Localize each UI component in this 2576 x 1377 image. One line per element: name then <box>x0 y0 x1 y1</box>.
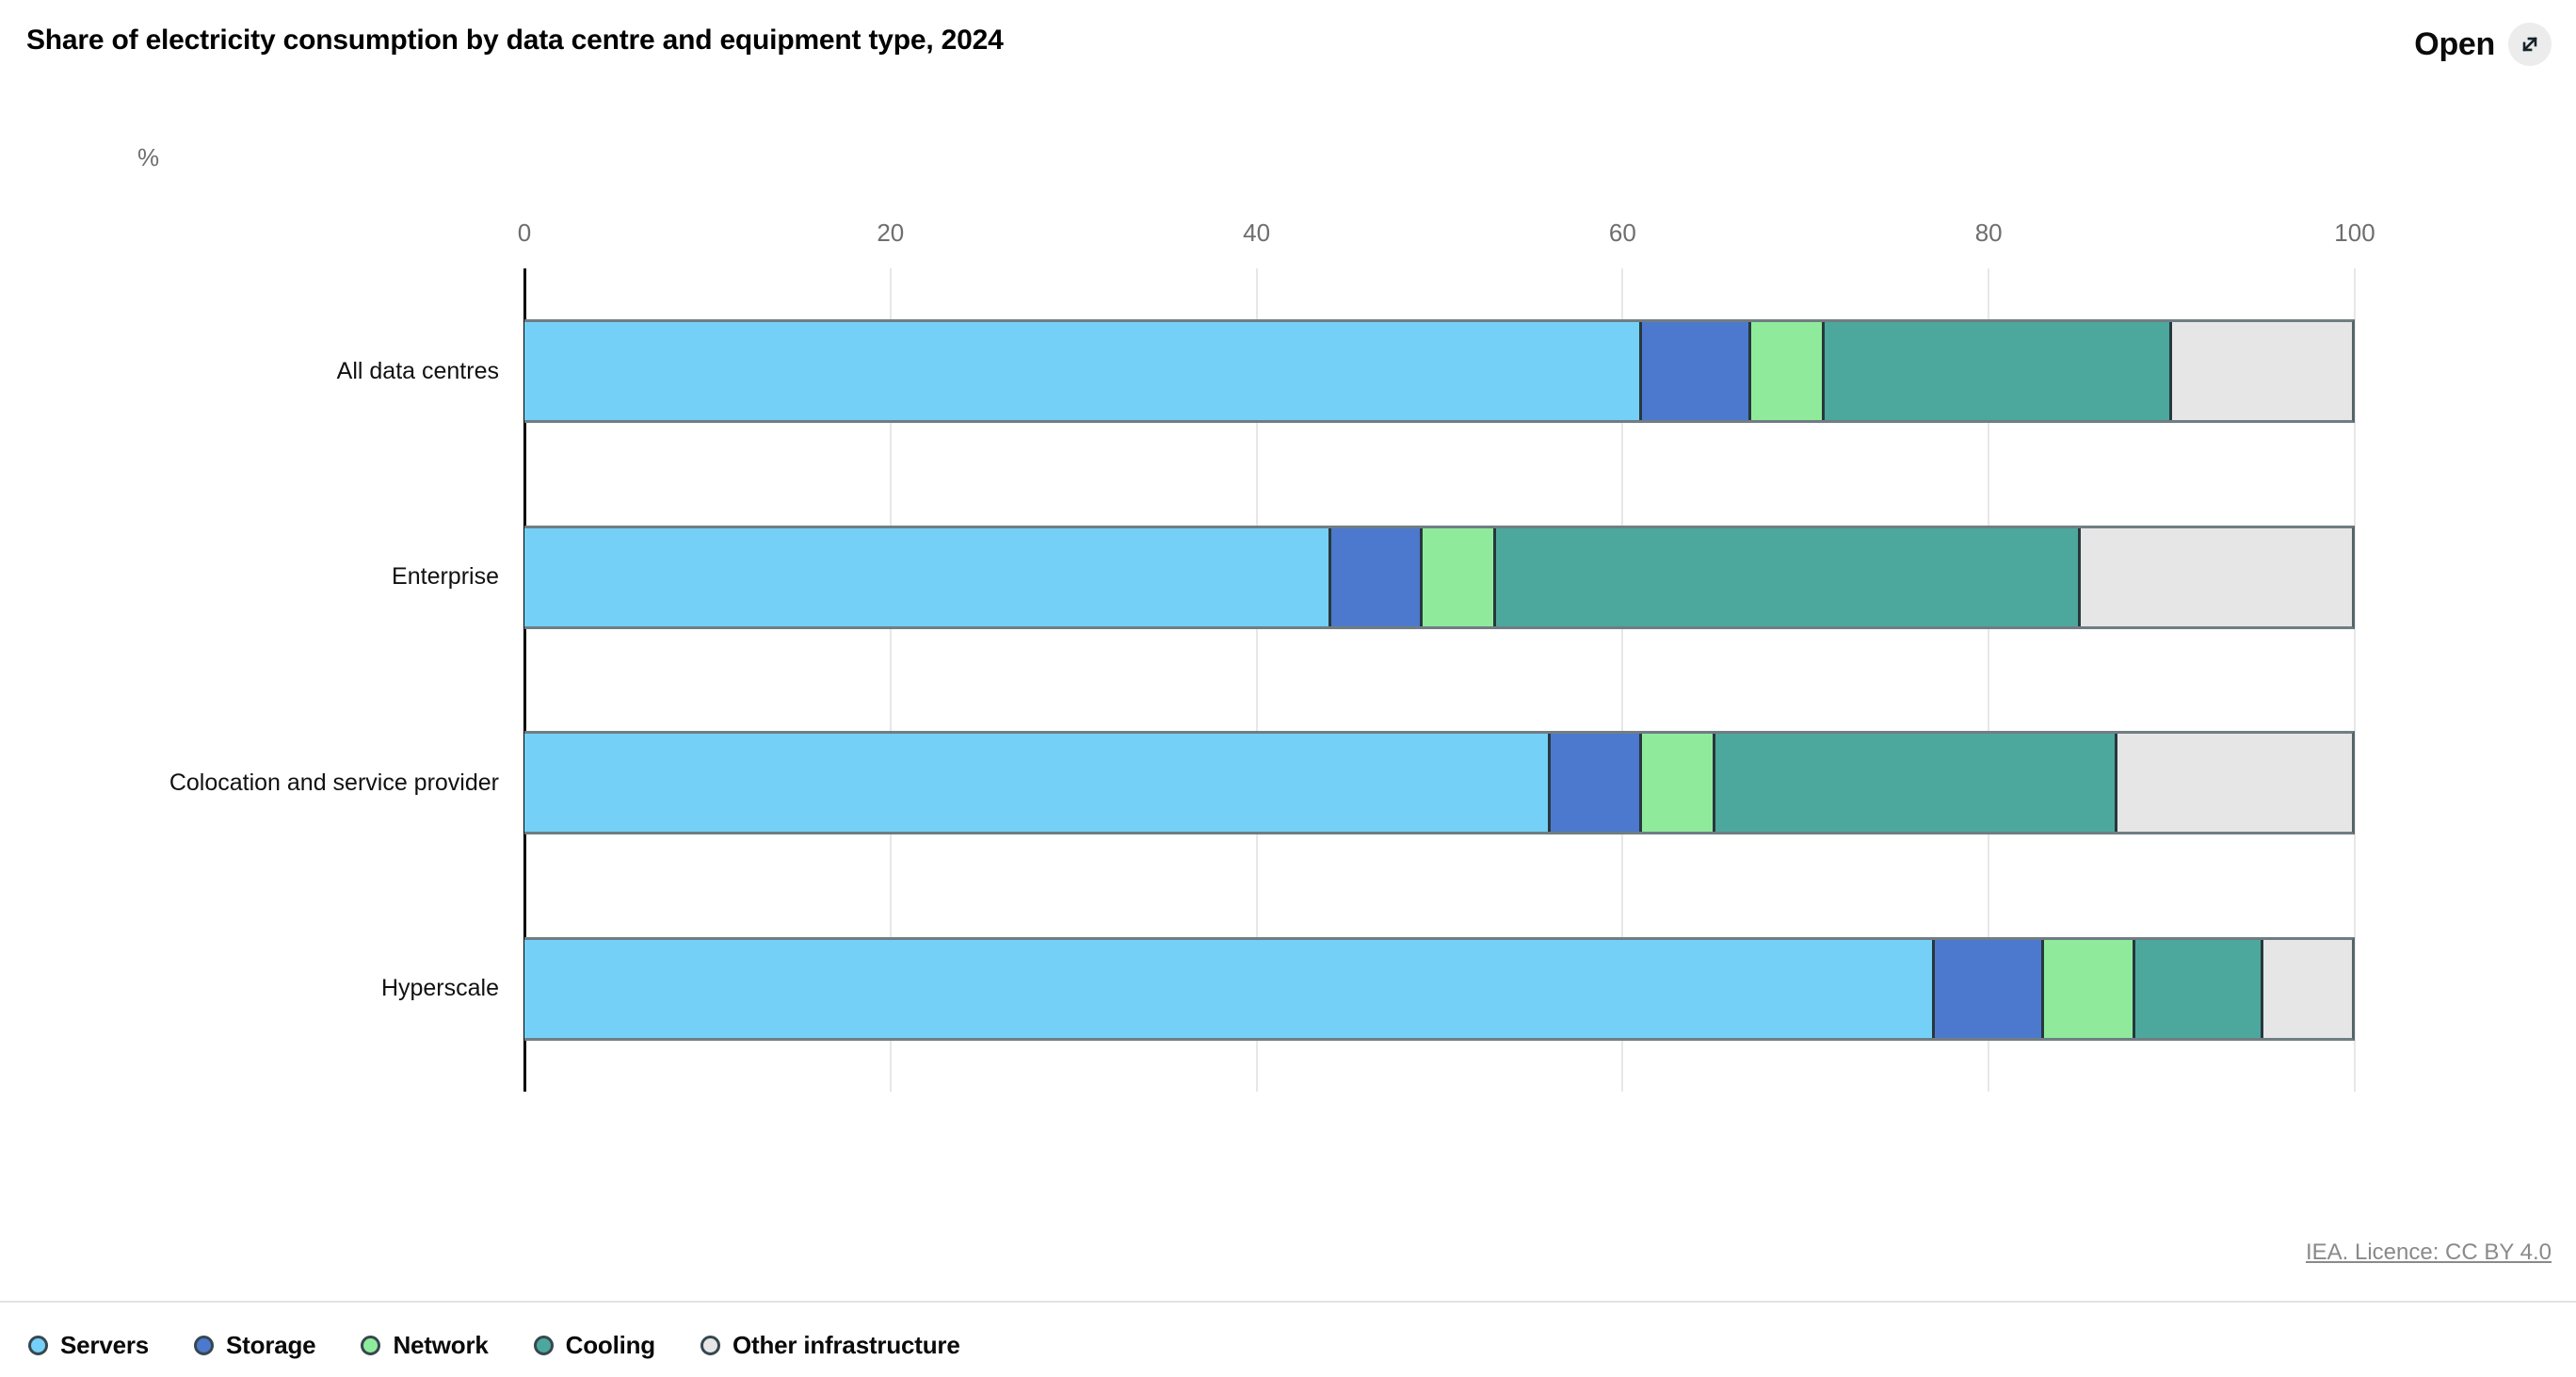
legend-swatch-servers <box>28 1335 48 1355</box>
bar-segment-all-data-centres-servers[interactable] <box>524 322 1639 421</box>
legend-item-cooling[interactable]: Cooling <box>533 1330 656 1360</box>
legend-swatch-other-infrastructure <box>700 1335 720 1355</box>
legend-label-other-infrastructure: Other infrastructure <box>732 1330 960 1359</box>
bar-segment-colocation-and-service-provider-storage[interactable] <box>1547 734 1639 833</box>
bar-segment-all-data-centres-cooling[interactable] <box>1822 322 2169 421</box>
axis-unit-label: % <box>137 143 160 171</box>
legend-swatch-storage <box>194 1335 215 1355</box>
category-label-all-data-centres: All data centres <box>336 357 499 384</box>
bar-segment-hyperscale-network[interactable] <box>2041 939 2133 1038</box>
legend-item-network[interactable]: Network <box>361 1330 489 1360</box>
bar-hyperscale <box>524 936 2355 1041</box>
gridline-100 <box>2354 268 2356 1092</box>
bar-segment-all-data-centres-storage[interactable] <box>1639 322 1749 421</box>
bar-segment-colocation-and-service-provider-servers[interactable] <box>524 734 1548 833</box>
gridline-80 <box>1988 268 1990 1092</box>
legend-swatch-cooling <box>533 1335 554 1355</box>
gridline-40 <box>1255 268 1258 1092</box>
chart-title: Share of electricity consumption by data… <box>26 24 1004 56</box>
x-tick-label-20: 20 <box>877 219 905 247</box>
bar-segment-hyperscale-other-infrastructure[interactable] <box>2260 939 2352 1038</box>
legend-item-storage[interactable]: Storage <box>194 1330 316 1360</box>
x-tick-label-60: 60 <box>1608 219 1636 247</box>
category-label-hyperscale: Hyperscale <box>380 975 499 1002</box>
bar-segment-colocation-and-service-provider-other-infrastructure[interactable] <box>2114 734 2352 833</box>
legend-label-servers: Servers <box>60 1330 150 1359</box>
x-tick-label-100: 100 <box>2334 219 2375 247</box>
bar-segment-colocation-and-service-provider-network[interactable] <box>1639 734 1713 833</box>
open-button[interactable]: Open <box>2408 17 2568 72</box>
bar-segment-hyperscale-cooling[interactable] <box>2133 939 2261 1038</box>
legend: Servers Storage Network Cooling Other infras… <box>28 1319 960 1371</box>
bar-enterprise <box>524 525 2355 629</box>
bar-segment-enterprise-servers[interactable] <box>524 527 1329 626</box>
category-label-enterprise: Enterprise <box>392 563 499 591</box>
bar-segment-hyperscale-servers[interactable] <box>524 939 1932 1038</box>
legend-label-network: Network <box>393 1330 489 1359</box>
open-external-icon <box>2508 23 2552 66</box>
licence-link[interactable]: IEA. Licence: CC BY 4.0 <box>2305 1239 2552 1265</box>
legend-label-cooling: Cooling <box>565 1330 656 1359</box>
legend-label-storage: Storage <box>226 1330 316 1359</box>
bar-segment-enterprise-storage[interactable] <box>1328 527 1421 626</box>
open-button-label: Open <box>2414 25 2495 62</box>
bar-colocation-and-service-provider <box>524 731 2355 835</box>
bar-all-data-centres <box>524 319 2355 424</box>
x-tick-label-0: 0 <box>517 219 532 247</box>
bar-segment-enterprise-other-infrastructure[interactable] <box>2077 527 2352 626</box>
bar-segment-enterprise-network[interactable] <box>1420 527 1493 626</box>
bar-segment-colocation-and-service-provider-cooling[interactable] <box>1712 734 2115 833</box>
bar-segment-all-data-centres-network[interactable] <box>1748 322 1823 421</box>
legend-item-servers[interactable]: Servers <box>28 1331 149 1360</box>
bar-segment-hyperscale-storage[interactable] <box>1931 939 2042 1038</box>
x-tick-label-40: 40 <box>1243 219 1271 247</box>
bar-segment-enterprise-cooling[interactable] <box>1492 527 2078 626</box>
legend-swatch-network <box>361 1335 381 1355</box>
legend-item-other-infrastructure[interactable]: Other infrastructure <box>700 1331 960 1360</box>
x-tick-label-80: 80 <box>1974 219 2003 247</box>
bar-segment-all-data-centres-other-infrastructure[interactable] <box>2168 322 2352 421</box>
category-label-colocation-and-service-provider: Colocation and service provider <box>169 769 499 796</box>
gridline-60 <box>1621 268 1624 1092</box>
gridline-20 <box>889 268 892 1092</box>
y-axis-line <box>523 268 526 1092</box>
legend-divider <box>0 1301 2576 1303</box>
